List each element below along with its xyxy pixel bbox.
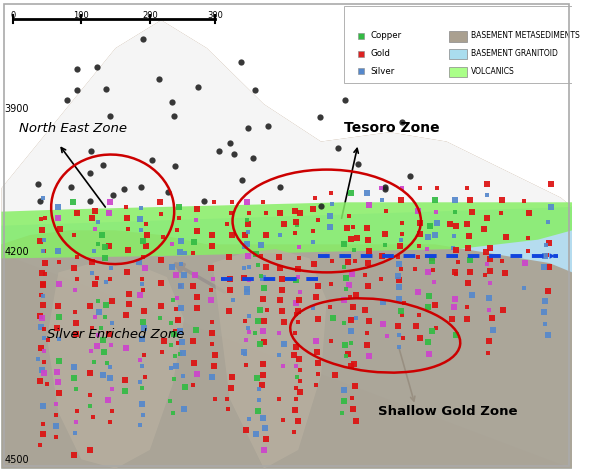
Text: 100: 100 xyxy=(73,11,89,20)
Text: 4500: 4500 xyxy=(4,454,29,464)
Polygon shape xyxy=(1,202,572,258)
Text: North East Zone: North East Zone xyxy=(19,122,127,135)
Text: Silver: Silver xyxy=(371,67,395,76)
Text: 3900: 3900 xyxy=(4,104,29,114)
Polygon shape xyxy=(47,263,184,469)
Text: BASEMENT GRANITOID: BASEMENT GRANITOID xyxy=(471,49,558,58)
Polygon shape xyxy=(1,20,572,469)
Text: Shallow Gold Zone: Shallow Gold Zone xyxy=(378,405,518,418)
Polygon shape xyxy=(1,1,572,469)
Polygon shape xyxy=(1,207,572,469)
Polygon shape xyxy=(1,230,572,469)
Text: VOLCANICS: VOLCANICS xyxy=(471,67,515,76)
Text: Silver Enriched Zone: Silver Enriched Zone xyxy=(47,328,184,341)
Text: Gold: Gold xyxy=(371,49,391,58)
Text: 4200: 4200 xyxy=(4,247,29,257)
Text: 200: 200 xyxy=(142,11,158,20)
Text: Copper: Copper xyxy=(371,31,402,40)
Text: BASEMENT METASEDIMENTS: BASEMENT METASEDIMENTS xyxy=(471,31,580,40)
Polygon shape xyxy=(1,20,572,469)
Text: 300: 300 xyxy=(208,11,223,20)
Text: 0: 0 xyxy=(10,11,16,20)
FancyBboxPatch shape xyxy=(449,49,467,59)
Text: Tesoro Zone: Tesoro Zone xyxy=(344,121,439,135)
Polygon shape xyxy=(212,249,327,469)
FancyBboxPatch shape xyxy=(449,67,467,77)
FancyBboxPatch shape xyxy=(344,6,578,83)
FancyBboxPatch shape xyxy=(449,31,467,41)
